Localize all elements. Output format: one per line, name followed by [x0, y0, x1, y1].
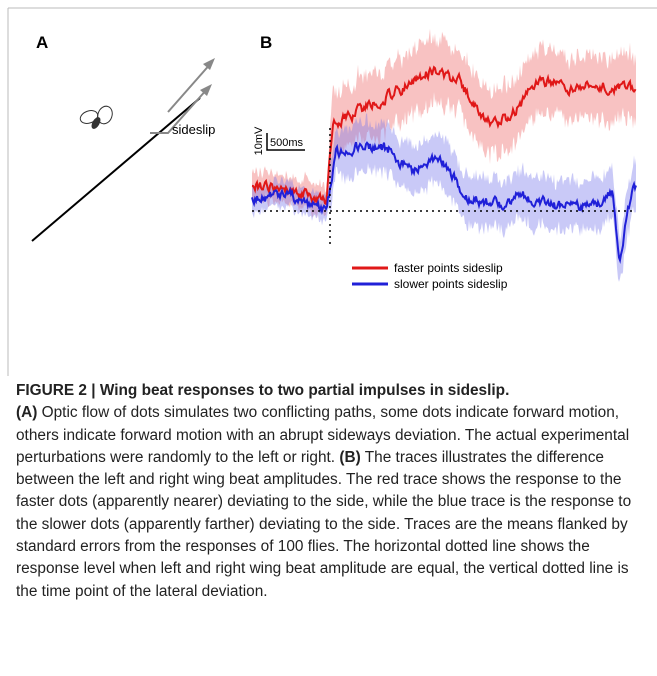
legend-label: faster points sideslip: [394, 261, 503, 275]
caption-label: (B): [339, 448, 361, 466]
legend-label: slower points sideslip: [394, 277, 508, 291]
caption-text: The traces illustrates the difference be…: [16, 448, 632, 600]
blue-trace-band: [252, 113, 636, 282]
sideslip-path: [150, 87, 209, 134]
red-trace: [251, 65, 637, 206]
scale-label: 10mV: [253, 126, 265, 155]
fly-icon: [79, 105, 113, 129]
figure: A B sideslip 10mV 500ms faster points si…: [7, 7, 657, 376]
caption-label: (A): [16, 404, 38, 422]
path-line: [31, 97, 201, 242]
panel-label: B: [260, 33, 272, 52]
arrowhead: [203, 58, 215, 70]
forward-path: [167, 61, 213, 113]
caption-title: FIGURE 2 | Wing beat responses to two pa…: [16, 382, 510, 399]
arrowhead: [200, 84, 212, 96]
caption: FIGURE 2 | Wing beat responses to two pa…: [16, 380, 648, 603]
panel-label: A: [36, 33, 48, 52]
scale-bar: [266, 133, 305, 151]
blue-trace: [251, 141, 637, 265]
caption-text: Optic flow of dots simulates two conflic…: [16, 404, 630, 466]
scale-label: 500ms: [270, 137, 304, 149]
annotation: sideslip: [172, 122, 215, 137]
